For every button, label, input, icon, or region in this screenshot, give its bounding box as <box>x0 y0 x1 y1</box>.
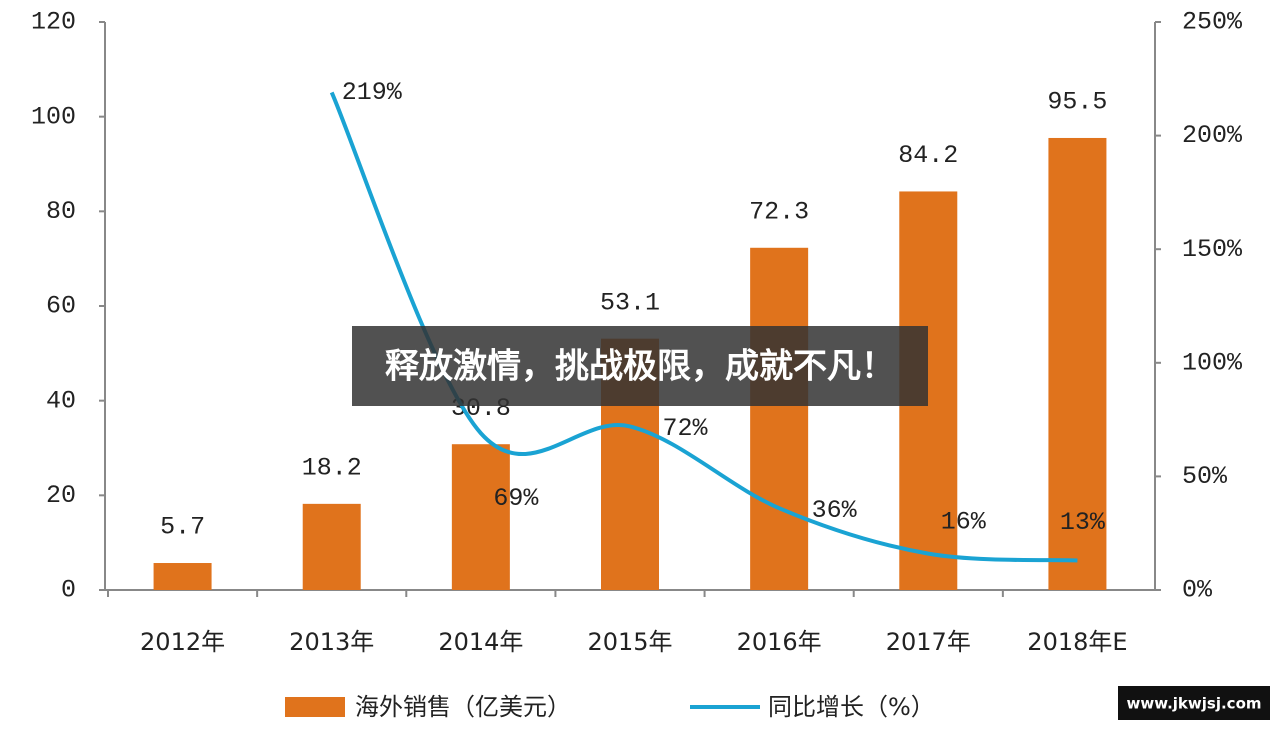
line-value-label: 72% <box>662 414 708 443</box>
y-tick-label: 80 <box>46 197 76 226</box>
bar <box>302 503 361 590</box>
bar-value-label: 84.2 <box>898 141 958 170</box>
watermark: www.jkwjsj.com <box>1118 686 1270 720</box>
bar <box>1048 137 1107 590</box>
bar-value-label: 95.5 <box>1047 88 1107 117</box>
x-tick-label: 2015年 <box>587 628 672 656</box>
bar-value-label: 53.1 <box>600 288 660 317</box>
line-value-label: 69% <box>493 484 539 513</box>
banner-bg <box>352 326 928 406</box>
line-value-label: 219% <box>342 78 403 107</box>
legend-label: 海外销售（亿美元） <box>355 693 571 721</box>
x-tick-label: 2017年 <box>886 628 971 656</box>
y-tick-label: 100 <box>31 102 76 131</box>
y2-tick-label: 0% <box>1182 576 1213 605</box>
line-value-label: 36% <box>812 496 858 525</box>
plot: 0 20 40 60 80 100 120 0% 50% 100% 150% 200% 250% 2012… <box>31 8 1243 721</box>
x-tick-label: 2014年 <box>438 628 523 656</box>
x-tick-label: 2018年E <box>1027 628 1127 656</box>
legend-swatch <box>285 697 345 717</box>
y-tick-label: 40 <box>46 386 76 415</box>
x-tick-label: 2016年 <box>737 628 822 656</box>
bar <box>153 563 212 590</box>
y2-tick-label: 250% <box>1182 8 1243 37</box>
bar <box>750 247 809 590</box>
banner-text: 释放激情，挑战极限，成就不凡！ <box>385 347 895 387</box>
line-value-label: 16% <box>941 507 987 536</box>
watermark-bg <box>1118 686 1270 720</box>
bar-value-label: 72.3 <box>749 197 809 226</box>
bar-value-label: 5.7 <box>160 513 205 542</box>
legend-label: 同比增长（%） <box>768 693 935 721</box>
y-tick-label: 120 <box>31 8 76 37</box>
bar-value-label: 18.2 <box>302 453 362 482</box>
watermark-text: www.jkwjsj.com <box>1126 695 1261 713</box>
x-tick-label: 2013年 <box>289 628 374 656</box>
y-tick-label: 0 <box>61 576 76 605</box>
y2-tick-label: 150% <box>1182 235 1243 264</box>
y2-tick-label: 50% <box>1182 462 1228 491</box>
bar <box>451 444 510 590</box>
y2-tick-label: 200% <box>1182 121 1243 150</box>
x-tick-label: 2012年 <box>140 628 225 656</box>
line-value-label: 13% <box>1060 508 1106 537</box>
y2-tick-label: 100% <box>1182 348 1243 377</box>
banner: 释放激情，挑战极限，成就不凡！ <box>352 326 928 406</box>
y-tick-label: 20 <box>46 481 76 510</box>
y-tick-label: 60 <box>46 292 76 321</box>
